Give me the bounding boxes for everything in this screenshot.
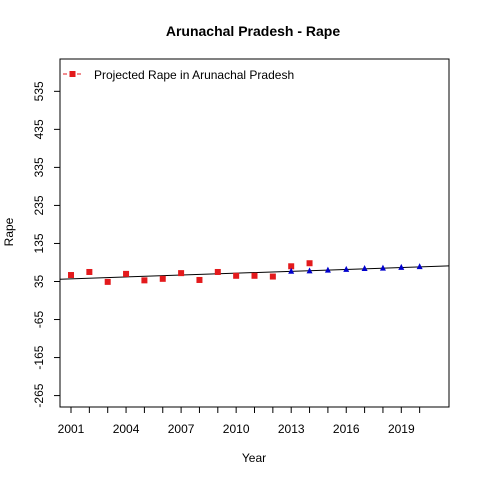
x-tick-label: 2019 <box>388 422 415 436</box>
actual-point <box>123 270 130 277</box>
y-tick-label: -165 <box>32 345 46 369</box>
actual-point <box>288 263 295 270</box>
y-tick-label: -65 <box>32 311 46 329</box>
y-tick-label: 335 <box>32 157 46 177</box>
actual-point <box>178 270 185 277</box>
actual-point <box>68 272 75 279</box>
x-tick-label: 2001 <box>58 422 85 436</box>
actual-point <box>159 275 166 282</box>
y-tick-label: -265 <box>32 383 46 407</box>
projected-point <box>416 263 423 270</box>
y-tick-label: 435 <box>32 119 46 139</box>
y-tick-label: 135 <box>32 233 46 253</box>
y-tick-label: 35 <box>32 274 46 288</box>
projected-point <box>361 265 368 272</box>
y-tick-label: 535 <box>32 81 46 101</box>
actual-point <box>86 268 93 275</box>
x-tick-label: 2010 <box>223 422 250 436</box>
actual-point <box>104 278 111 285</box>
actual-point <box>141 277 148 284</box>
actual-point <box>214 268 221 275</box>
actual-point <box>233 272 240 279</box>
actual-point <box>306 260 313 267</box>
legend-square-marker <box>69 71 76 77</box>
projected-point <box>398 263 405 270</box>
projected-point <box>306 267 313 274</box>
y-axis-label: Rape <box>2 217 16 246</box>
actual-point <box>196 276 203 283</box>
x-axis: 2001 2004 2007 2010 2013 2016 2019 <box>58 407 421 436</box>
x-tick-label: 2007 <box>168 422 195 436</box>
chart-title: Arunachal Pradesh - Rape <box>166 23 340 39</box>
actual-point <box>251 272 258 279</box>
projected-point <box>324 266 331 273</box>
projected-point <box>343 265 350 272</box>
actual-point <box>269 273 276 280</box>
x-tick-label: 2004 <box>113 422 140 436</box>
plot-frame <box>59 58 450 408</box>
x-tick-label: 2013 <box>278 422 305 436</box>
y-axis: -265 -165 -65 35 135 235 335 435 535 <box>32 81 60 408</box>
x-tick-label: 2016 <box>333 422 360 436</box>
projected-point <box>288 267 295 274</box>
x-axis-label: Year <box>242 451 266 465</box>
y-tick-label: 235 <box>32 195 46 215</box>
legend-entry: Projected Rape in Arunachal Pradesh <box>94 68 294 82</box>
legend: Projected Rape in Arunachal Pradesh <box>63 68 294 82</box>
projected-point <box>379 264 386 271</box>
